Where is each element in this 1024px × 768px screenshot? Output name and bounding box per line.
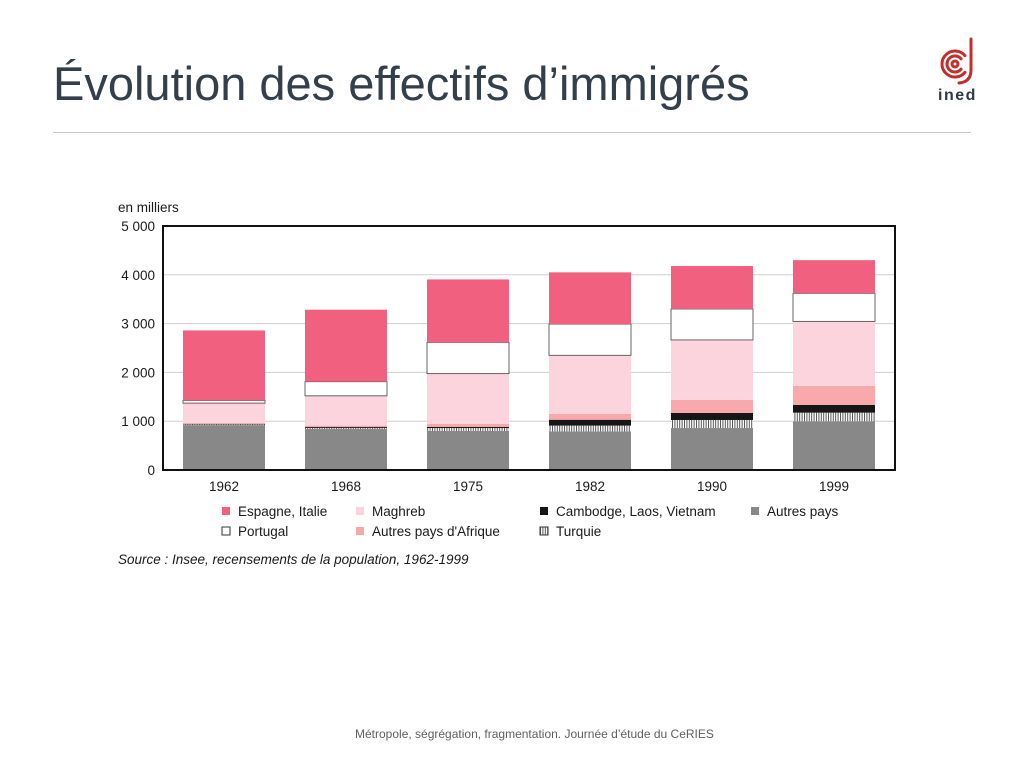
legend-swatch-portugal — [221, 526, 231, 536]
bar-segment-1975-maghreb — [427, 373, 509, 424]
bar-segment-1968-maghreb — [305, 395, 387, 426]
slide-footer: Métropole, ségrégation, fragmentation. J… — [355, 727, 714, 741]
bar-segment-1982-turquie — [549, 425, 631, 432]
legend-swatch-maghreb — [356, 507, 364, 515]
bar-segment-1990-maghreb — [671, 339, 753, 400]
legend-item-autres-pays: Autres pays — [751, 504, 839, 519]
bar-segment-1999-portugal — [792, 292, 876, 322]
bar-segment-1999-autres-pays — [793, 421, 875, 470]
x-tick-label-1999: 1999 — [819, 479, 849, 494]
x-tick-label-1968: 1968 — [331, 479, 361, 494]
ined-logo-icon — [940, 37, 973, 85]
bar-segment-1962-portugal — [182, 400, 266, 404]
bar-segment-1999-espagne-italie — [793, 260, 875, 294]
bar-segment-1975-turquie — [427, 428, 509, 431]
bar-1990 — [670, 266, 754, 470]
y-tick-label: 0 — [147, 463, 155, 478]
legend-label-cambodge-laos-vietnam: Cambodge, Laos, Vietnam — [556, 504, 716, 519]
legend-label-maghreb: Maghreb — [372, 504, 425, 519]
bar-segment-1999-autres-pays-d-afrique — [793, 385, 875, 405]
x-tick-label-1990: 1990 — [697, 479, 727, 494]
legend-swatch-autres-pays-d-afrique — [356, 527, 364, 535]
bar-segment-1962-maghreb — [183, 403, 265, 423]
bar-segment-1968-turquie — [305, 428, 387, 430]
ined-logo: ined — [936, 36, 980, 106]
bar-segment-1982-portugal — [548, 323, 632, 356]
bar-segment-1990-turquie — [671, 419, 753, 429]
bar-1982 — [548, 272, 632, 470]
bar-segment-1968-portugal — [304, 381, 388, 397]
bar-segment-1968-autres-pays-d-afrique — [305, 425, 387, 428]
bar-segment-1999-cambodge-laos-vietnam — [793, 404, 875, 413]
x-tick-label-1975: 1975 — [453, 479, 483, 494]
bar-segment-1982-espagne-italie — [549, 272, 631, 325]
legend-item-maghreb: Maghreb — [356, 504, 425, 519]
y-tick-label: 4 000 — [121, 268, 155, 283]
bar-segment-1975-portugal — [426, 341, 510, 375]
legend-label-autres-pays-d-afrique: Autres pays d'Afrique — [372, 524, 500, 539]
plot-frame — [162, 225, 896, 471]
y-tick-label: 5 000 — [121, 219, 155, 234]
bar-segment-1975-autres-pays-d-afrique — [427, 423, 509, 427]
legend-item-autres-pays-d-afrique: Autres pays d'Afrique — [356, 524, 500, 539]
legend-item-espagne-italie: Espagne, Italie — [222, 504, 327, 519]
legend-item-portugal: Portugal — [221, 524, 288, 539]
legend-swatch-espagne-italie — [222, 507, 230, 515]
legend-swatch-turquie — [539, 526, 549, 536]
bar-segment-1962-autres-pays — [183, 425, 265, 470]
bar-segment-1968-espagne-italie — [305, 309, 387, 382]
bar-segment-1975-cambodge-laos-vietnam — [427, 426, 509, 429]
bar-segment-1990-autres-pays-d-afrique — [671, 399, 753, 413]
y-tick-label: 1 000 — [121, 414, 155, 429]
y-tick-label: 3 000 — [121, 317, 155, 332]
legend-item-turquie: Turquie — [539, 524, 601, 539]
x-tick-label-1982: 1982 — [575, 479, 605, 494]
logo-wordmark: ined — [938, 87, 977, 104]
bar-segment-1962-turquie — [183, 424, 265, 426]
bar-segment-1968-cambodge-laos-vietnam — [305, 427, 387, 429]
legend-label-autres-pays: Autres pays — [767, 504, 839, 519]
bar-segment-1962-autres-pays-d-afrique — [183, 422, 265, 424]
chart-source-note: Source : Insee, recensements de la popul… — [118, 552, 469, 567]
bar-1999 — [792, 260, 876, 470]
bar-segment-1990-espagne-italie — [671, 266, 753, 309]
bar-segment-1982-autres-pays — [549, 431, 631, 470]
bar-segment-1968-autres-pays — [305, 429, 387, 470]
legend-label-portugal: Portugal — [238, 524, 288, 539]
legend-swatch-autres-pays — [751, 507, 759, 515]
legend-label-turquie: Turquie — [556, 524, 601, 539]
y-tick-label: 2 000 — [121, 365, 155, 380]
bar-segment-1962-espagne-italie — [183, 330, 265, 401]
bar-segment-1982-cambodge-laos-vietnam — [549, 419, 631, 426]
bar-segment-1990-cambodge-laos-vietnam — [671, 412, 753, 420]
bar-segment-1990-autres-pays — [671, 428, 753, 470]
bar-segment-1999-maghreb — [793, 321, 875, 386]
title-divider — [53, 132, 971, 133]
bar-segment-1990-portugal — [670, 308, 754, 341]
bar-segment-1975-espagne-italie — [427, 279, 509, 343]
y-axis-unit-label: en milliers — [118, 200, 179, 215]
bar-1962 — [182, 330, 266, 470]
slide-title: Évolution des effectifs d’immigrés — [53, 57, 750, 110]
legend-item-cambodge-laos-vietnam: Cambodge, Laos, Vietnam — [540, 504, 716, 519]
bar-1968 — [304, 309, 388, 470]
x-tick-label-1962: 1962 — [209, 479, 239, 494]
bar-1975 — [426, 279, 510, 470]
bar-segment-1982-maghreb — [549, 355, 631, 414]
bar-segment-1975-autres-pays — [427, 430, 509, 470]
legend-label-espagne-italie: Espagne, Italie — [238, 504, 327, 519]
bar-segment-1982-autres-pays-d-afrique — [549, 413, 631, 420]
bar-segment-1999-turquie — [793, 412, 875, 422]
legend-swatch-cambodge-laos-vietnam — [540, 507, 548, 515]
